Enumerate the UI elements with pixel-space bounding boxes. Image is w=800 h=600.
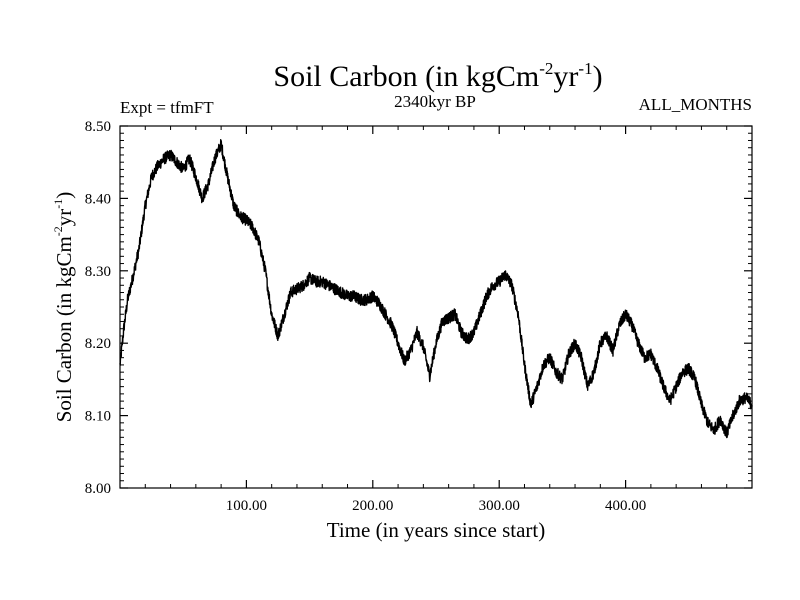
y-tick-label: 8.00 (85, 481, 111, 497)
y-tick-label: 8.50 (85, 119, 111, 135)
y-axis-label-sup2: -1 (51, 199, 65, 209)
y-axis-label-main: Soil Carbon (in kgCm (52, 236, 76, 422)
chart-title-sup1: -2 (539, 59, 553, 78)
experiment-label: Expt = tfmFT (120, 98, 214, 117)
y-tick-label: 8.10 (85, 409, 111, 425)
y-axis-label-end: ) (52, 192, 76, 199)
chart-title-main: Soil Carbon (in kgCm (273, 60, 539, 93)
y-tick-label: 8.20 (85, 336, 111, 352)
chart-title-end: ) (593, 60, 603, 93)
chart-title-sup2: -1 (578, 59, 592, 78)
plot-frame (119, 125, 753, 489)
y-axis-label: Soil Carbon (in kgCm-2yr-1) (51, 192, 76, 423)
y-tick-label: 8.40 (85, 191, 111, 207)
y-axis-label-mid: yr (52, 209, 76, 227)
y-axis-ticks: 8.00 8.10 8.20 8.30 8.40 8.50 (85, 119, 752, 497)
x-axis-ticks: 100.00 200.00 300.00 400.00 (144, 126, 728, 514)
x-axis-label: Time (in years since start) (327, 518, 546, 542)
x-tick-label: 200.00 (352, 498, 393, 514)
months-label: ALL_MONTHS (639, 95, 752, 114)
x-tick-label: 300.00 (479, 498, 520, 514)
soil-carbon-line (119, 139, 753, 439)
y-axis-label-sup1: -2 (51, 226, 65, 236)
chart-subtitle: 2340kyr BP (394, 92, 476, 111)
x-tick-label: 100.00 (226, 498, 267, 514)
y-tick-label: 8.30 (85, 264, 111, 280)
chart-title: Soil Carbon (in kgCm-2yr-1) (273, 59, 602, 93)
series-group (119, 139, 753, 439)
x-tick-label: 400.00 (605, 498, 646, 514)
chart-title-mid: yr (553, 60, 578, 93)
